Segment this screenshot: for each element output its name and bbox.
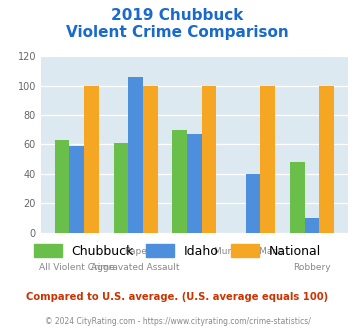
Text: Rape: Rape [124, 247, 147, 256]
Text: © 2024 CityRating.com - https://www.cityrating.com/crime-statistics/: © 2024 CityRating.com - https://www.city… [45, 317, 310, 326]
Text: Robbery: Robbery [293, 263, 331, 272]
Bar [84, 85, 99, 233]
Text: Aggravated Assault: Aggravated Assault [91, 263, 180, 272]
Bar [319, 85, 334, 233]
Bar [172, 130, 187, 233]
Text: Murder & Mans...: Murder & Mans... [214, 247, 292, 256]
Text: All Violent Crime: All Violent Crime [39, 263, 115, 272]
Bar [55, 140, 70, 233]
Bar [70, 146, 84, 233]
Bar [290, 162, 305, 233]
Text: 2019 Chubbuck: 2019 Chubbuck [111, 8, 244, 23]
Bar [114, 143, 128, 233]
Bar [143, 85, 158, 233]
Bar [246, 174, 261, 233]
Bar [305, 218, 319, 233]
Text: Violent Crime Comparison: Violent Crime Comparison [66, 25, 289, 40]
Legend: Chubbuck, Idaho, National: Chubbuck, Idaho, National [29, 239, 326, 263]
Bar [187, 134, 202, 233]
Text: Compared to U.S. average. (U.S. average equals 100): Compared to U.S. average. (U.S. average … [26, 292, 329, 302]
Bar [128, 77, 143, 233]
Bar [202, 85, 217, 233]
Bar [261, 85, 275, 233]
